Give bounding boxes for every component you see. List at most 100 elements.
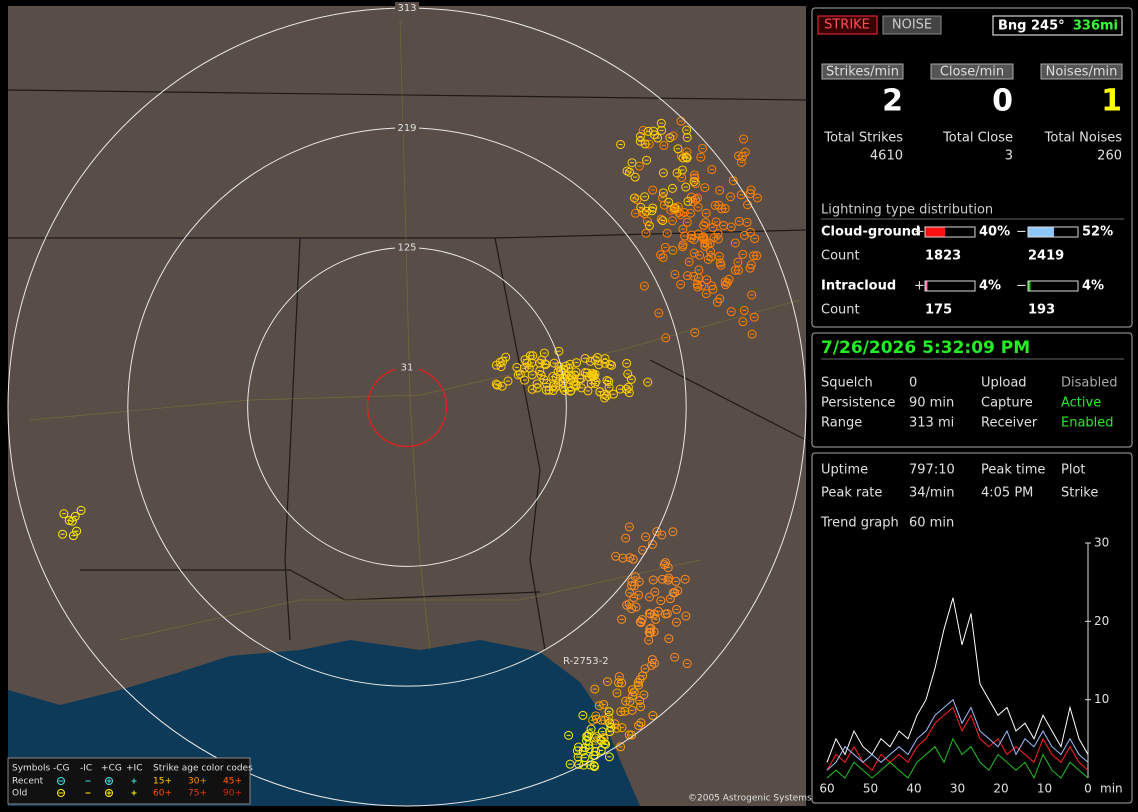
count: 1823	[925, 249, 961, 264]
map-legend: Symbols -CG -IC +CG +IC Strike age color code…	[7, 757, 253, 805]
noise-button-label[interactable]: NOISE	[892, 18, 932, 33]
route-label: R-2753-2	[563, 656, 609, 667]
strike-symbol	[648, 711, 658, 721]
strike-symbol	[657, 530, 667, 540]
range-rings: 313 219 125 31	[7, 2, 807, 807]
strike-symbol	[605, 359, 615, 369]
strike-symbol	[687, 230, 697, 240]
trend-line	[826, 737, 1089, 780]
strike-symbol	[549, 358, 559, 368]
bar	[925, 281, 928, 291]
strike-symbol	[680, 574, 690, 584]
strike-symbol	[70, 511, 80, 521]
strike-symbol	[622, 600, 632, 610]
x-tick-label: 20	[993, 782, 1008, 796]
strike-symbol	[588, 368, 598, 378]
sign: −	[1016, 225, 1027, 240]
strike-symbol	[541, 385, 551, 395]
strike-symbol	[605, 727, 615, 737]
strike-symbol	[597, 727, 607, 737]
strike-symbol	[730, 238, 740, 248]
legend-age: 75+	[188, 789, 207, 799]
strike-symbol	[635, 136, 645, 146]
strike-symbol	[747, 290, 757, 300]
x-tick-label: 10	[1037, 782, 1052, 796]
x-axis-label: min	[1100, 782, 1123, 796]
strike-symbol	[622, 166, 632, 176]
strike-symbol	[600, 358, 610, 368]
strike-symbol	[656, 214, 666, 224]
legend-age: 60+	[153, 789, 172, 799]
legend-symbol	[105, 789, 113, 797]
strike-symbol	[713, 229, 723, 239]
strike-symbol	[535, 358, 545, 368]
total-label: Total Noises	[1044, 131, 1123, 146]
setting-cell: Persistence	[821, 396, 895, 411]
timestamp: 7/26/2026 5:32:09 PM	[821, 338, 1030, 358]
strike-symbol	[689, 177, 699, 187]
strike-symbol	[554, 361, 564, 371]
total-label: Total Strikes	[823, 131, 903, 146]
strike-symbol	[585, 760, 595, 770]
setting-cell: 0	[909, 376, 917, 391]
strike-symbol	[662, 609, 672, 619]
count: 2419	[1028, 249, 1064, 264]
strike-symbol	[661, 333, 671, 343]
strike-symbol	[602, 391, 612, 401]
stat-cell: 797:10	[909, 463, 955, 478]
strike-symbol	[667, 183, 677, 193]
trend-window: 60 min	[909, 516, 954, 531]
strike-symbol	[588, 715, 598, 725]
strike-symbol	[628, 554, 638, 564]
strike-symbol	[569, 376, 579, 386]
strike-symbol	[565, 386, 575, 396]
strike-symbol	[689, 271, 699, 281]
strike-symbol	[634, 161, 644, 171]
strike-symbol	[643, 377, 653, 387]
strike-symbol	[627, 685, 637, 695]
ring-label-bg	[395, 241, 419, 254]
strike-symbol	[673, 144, 683, 154]
strike-button-label[interactable]: STRIKE	[824, 18, 870, 33]
strike-symbol	[572, 358, 582, 368]
settings-panel	[811, 332, 1133, 448]
strike-symbol	[580, 743, 590, 753]
strike-symbol	[527, 370, 537, 380]
ring-label: 31	[401, 362, 414, 373]
trend-line	[826, 597, 1089, 763]
strike-symbol	[525, 351, 535, 361]
strike-symbol	[641, 228, 651, 238]
rate-button	[930, 63, 1014, 80]
x-tick-label: 0	[1084, 782, 1092, 796]
strike-symbol	[632, 195, 642, 205]
strike-symbol	[497, 381, 507, 391]
strike-symbol	[715, 185, 725, 195]
strike-symbol	[678, 240, 688, 250]
status-panel	[811, 7, 1133, 328]
strike-symbol	[638, 125, 648, 135]
bar-frame	[924, 280, 976, 292]
strike-symbol	[696, 152, 706, 162]
copyright: ©2005 Astrogenic Systems	[688, 794, 812, 804]
strike-button[interactable]	[817, 15, 878, 35]
strike-symbol	[649, 609, 659, 619]
strike-symbol	[713, 234, 723, 244]
strike-symbol	[623, 369, 633, 379]
strike-symbol	[617, 723, 627, 733]
strike-symbol	[643, 126, 653, 136]
strike-symbol	[676, 151, 686, 161]
y-tick-label: 30	[1094, 536, 1109, 550]
ring-label: 313	[397, 3, 416, 14]
rate-value: 0	[992, 84, 1013, 119]
setting-cell: Enabled	[1061, 416, 1114, 431]
strike-symbol	[621, 696, 631, 706]
stat-cell: 34/min	[909, 486, 954, 501]
strike-symbol	[527, 384, 537, 394]
strike-symbol	[644, 221, 654, 231]
strike-symbol	[665, 133, 675, 143]
strike-symbol	[640, 139, 650, 149]
legend-type: -CG	[53, 764, 70, 774]
noise-button[interactable]	[882, 15, 942, 35]
strike-symbol	[515, 369, 525, 379]
strike-symbol	[585, 356, 595, 366]
